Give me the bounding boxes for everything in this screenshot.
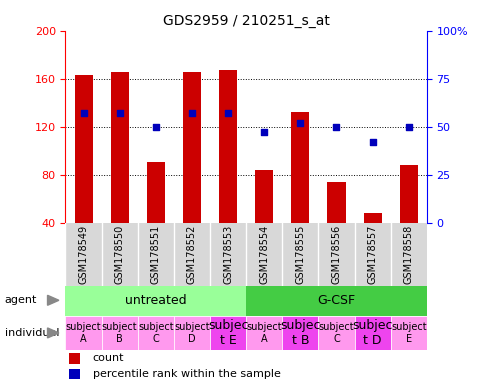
Text: G-CSF: G-CSF [317, 295, 355, 307]
Point [116, 110, 123, 116]
Bar [245, 286, 426, 316]
Text: subject
D: subject D [174, 322, 209, 344]
Text: GSM178555: GSM178555 [295, 225, 305, 284]
Bar [390, 316, 426, 350]
Bar [210, 316, 245, 350]
Text: count: count [92, 353, 124, 363]
Text: subject
B: subject B [102, 322, 137, 344]
Text: subject
A: subject A [66, 322, 101, 344]
Point [260, 129, 268, 136]
Bar [245, 316, 282, 350]
Bar [65, 286, 245, 316]
Bar [282, 316, 318, 350]
Text: subjec
t B: subjec t B [279, 319, 320, 347]
Text: subject
A: subject A [246, 322, 281, 344]
Text: GSM178549: GSM178549 [78, 225, 89, 284]
Text: subject
E: subject E [390, 322, 425, 344]
Point [296, 120, 303, 126]
Bar [219, 70, 237, 223]
Point [404, 124, 412, 130]
Bar [318, 316, 354, 350]
Text: subjec
t D: subjec t D [351, 319, 392, 347]
Bar [363, 213, 381, 223]
Text: agent: agent [5, 295, 37, 305]
Text: subjec
t E: subjec t E [207, 319, 248, 347]
Text: untreated: untreated [125, 295, 186, 307]
Title: GDS2959 / 210251_s_at: GDS2959 / 210251_s_at [162, 14, 329, 28]
Point [368, 139, 376, 145]
Bar [102, 316, 137, 350]
Bar [255, 170, 272, 223]
Bar [327, 182, 345, 223]
Text: GSM178551: GSM178551 [151, 225, 161, 284]
Bar [69, 353, 80, 364]
Point [224, 110, 231, 116]
Bar [399, 165, 417, 223]
Bar [65, 316, 102, 350]
Text: GSM178550: GSM178550 [114, 225, 124, 284]
Point [79, 110, 87, 116]
Bar [173, 316, 210, 350]
Bar [291, 112, 309, 223]
Text: subject
C: subject C [318, 322, 353, 344]
Point [151, 124, 159, 130]
Bar [137, 316, 173, 350]
Point [332, 124, 340, 130]
Bar [110, 71, 128, 223]
Text: GSM178558: GSM178558 [403, 225, 413, 284]
Text: subject
C: subject C [138, 322, 173, 344]
Point [188, 110, 196, 116]
Text: GSM178553: GSM178553 [223, 225, 233, 284]
Bar [69, 369, 80, 379]
Text: individual: individual [5, 328, 59, 338]
Text: GSM178552: GSM178552 [186, 225, 197, 284]
Text: GSM178557: GSM178557 [367, 225, 377, 284]
Bar [182, 71, 200, 223]
Text: GSM178556: GSM178556 [331, 225, 341, 284]
Text: percentile rank within the sample: percentile rank within the sample [92, 369, 280, 379]
Bar [354, 316, 390, 350]
Bar [75, 75, 92, 223]
Bar [147, 162, 165, 223]
Text: GSM178554: GSM178554 [258, 225, 269, 284]
